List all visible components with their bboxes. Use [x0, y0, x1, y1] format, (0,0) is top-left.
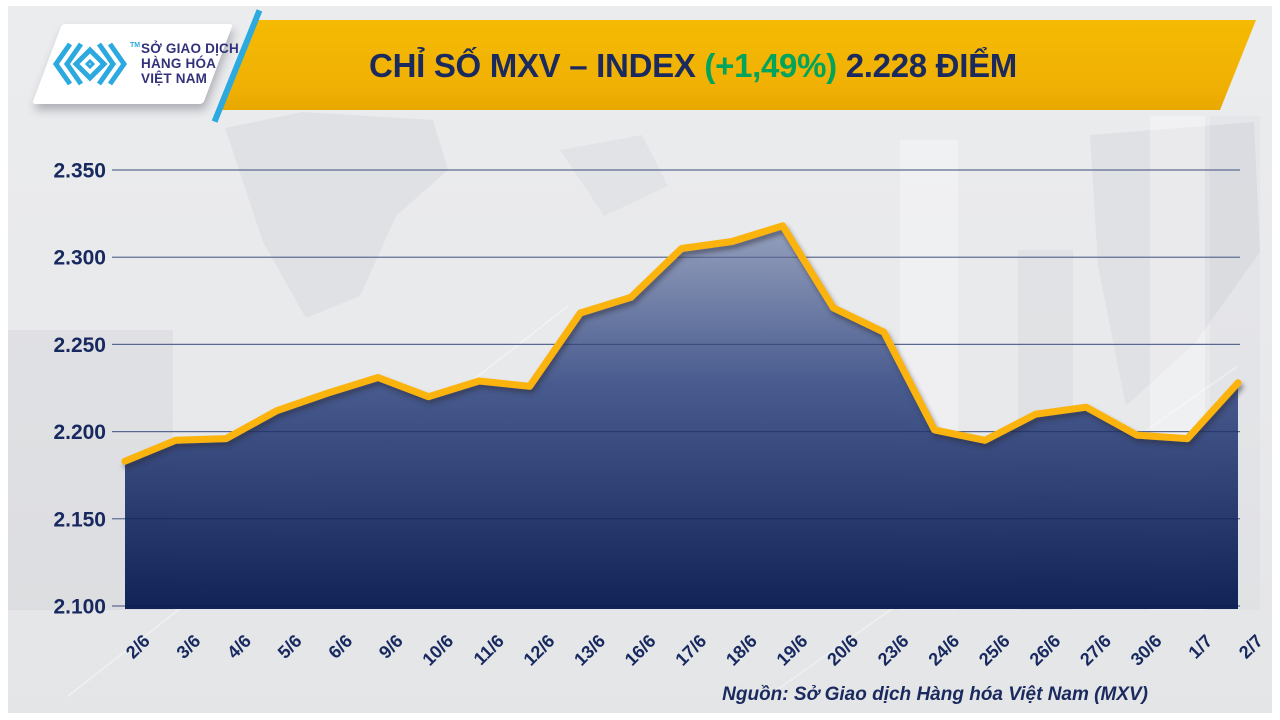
title-banner: CHỈ SỐ MXV – INDEX (+1,49%) 2.228 ĐIỂM: [222, 20, 1256, 110]
y-tick-label: 2.300: [53, 247, 106, 270]
logo-line-1: SỞ GIAO DỊCH: [141, 41, 239, 56]
chevron-left-icon: [63, 42, 84, 86]
logo-org-name: SỞ GIAO DỊCH HÀNG HÓA VIỆT NAM: [141, 41, 239, 86]
chart-title: CHỈ SỐ MXV – INDEX (+1,49%) 2.228 ĐIỂM: [222, 20, 1256, 110]
x-tick-label: 25/6: [975, 631, 1014, 670]
x-tick-label: 5/6: [274, 631, 306, 663]
y-tick-label: 2.250: [53, 334, 106, 357]
diamond-icon: [72, 46, 108, 82]
chevron-left-icon: [52, 42, 73, 86]
chevron-right-icon: [107, 42, 128, 86]
x-tick-label: 1/7: [1184, 631, 1216, 663]
x-tick-label: 12/6: [520, 631, 559, 670]
x-tick-label: 6/6: [324, 631, 356, 663]
x-tick-label: 18/6: [722, 631, 761, 670]
index-area-fill: [125, 225, 1238, 610]
x-tick-label: 30/6: [1127, 631, 1166, 670]
x-tick-label: 27/6: [1076, 631, 1115, 670]
gridlines-overlay: [112, 169, 1240, 607]
x-tick-label: 20/6: [823, 631, 862, 670]
y-tick-label: 2.100: [53, 596, 106, 619]
logo-line-2: HÀNG HÓA: [141, 56, 217, 71]
title-change-badge: (+1,49%): [704, 47, 837, 84]
trademark-symbol: TM: [130, 42, 141, 49]
x-tick-label: 2/7: [1235, 631, 1267, 663]
x-tick-label: 17/6: [671, 631, 710, 670]
y-axis-labels: 2.100 2.150 2.200 2.250 2.300 2.350: [53, 160, 106, 619]
mxv-chevron-mark-icon: [52, 42, 128, 86]
x-tick-label: 26/6: [1026, 631, 1065, 670]
logo-line-3: VIỆT NAM: [141, 71, 208, 86]
x-tick-label: 9/6: [375, 631, 407, 663]
x-axis-labels: 2/6 3/6 4/6 5/6 6/6 9/6 10/6 11/6 12/6 13/6 16/6 17…: [122, 631, 1267, 670]
x-tick-label: 19/6: [773, 631, 812, 670]
x-tick-label: 23/6: [874, 631, 913, 670]
x-tick-label: 2/6: [122, 631, 154, 663]
chevron-right-icon: [96, 42, 117, 86]
title-points: 2.228 ĐIỂM: [845, 47, 1017, 84]
y-tick-label: 2.150: [53, 508, 106, 531]
x-tick-label: 16/6: [621, 631, 660, 670]
y-tick-label: 2.350: [53, 160, 106, 183]
x-tick-label: 3/6: [173, 631, 205, 663]
index-line: [121, 222, 1242, 465]
x-tick-label: 10/6: [418, 631, 457, 670]
x-tick-label: 4/6: [223, 631, 255, 663]
source-attribution: Nguồn: Sở Giao dịch Hàng hóa Việt Nam (M…: [722, 684, 1148, 705]
x-tick-label: 24/6: [924, 631, 963, 670]
diamond-center-icon: [84, 58, 96, 70]
x-tick-label: 11/6: [470, 631, 508, 669]
y-tick-label: 2.200: [53, 421, 106, 444]
title-main: CHỈ SỐ MXV – INDEX: [369, 47, 696, 84]
x-tick-label: 13/6: [570, 631, 609, 670]
